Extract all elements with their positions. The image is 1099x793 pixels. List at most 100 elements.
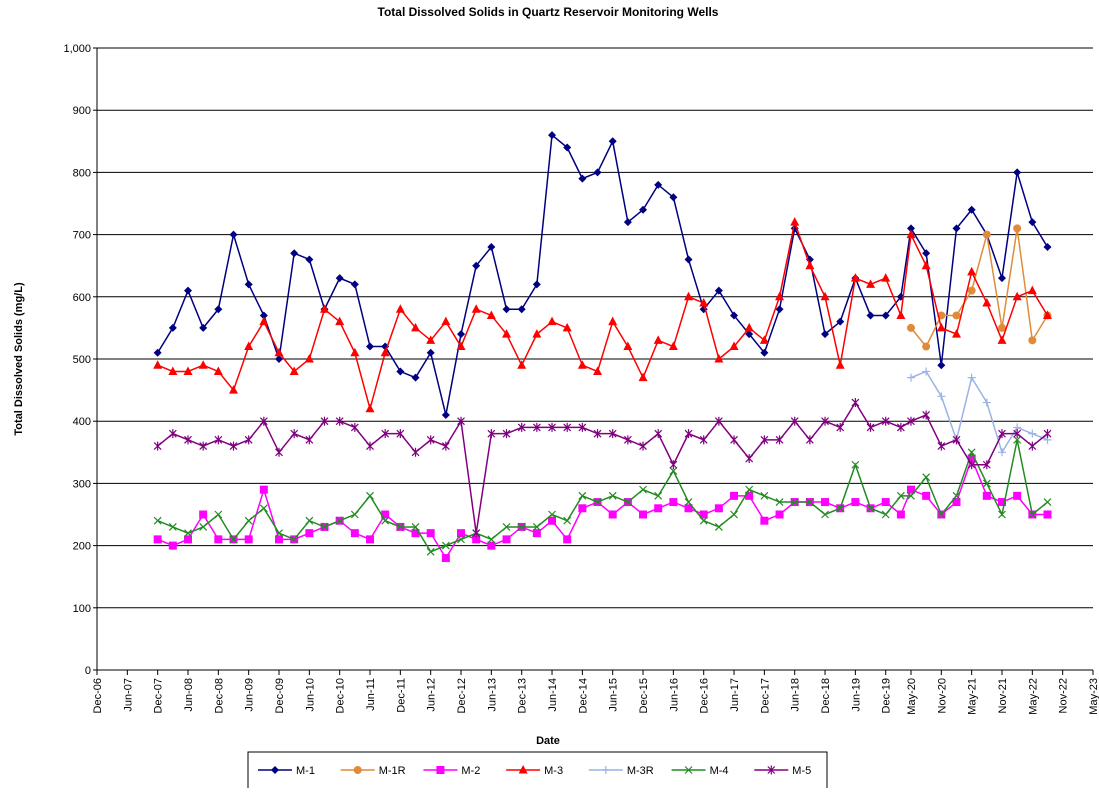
marker [320, 523, 329, 531]
marker [745, 485, 754, 494]
marker [608, 510, 617, 519]
legend-label: M-2 [461, 765, 480, 777]
y-tick-label: 200 [73, 541, 91, 553]
marker [684, 429, 693, 439]
x-tick-label: Jun-17 [729, 678, 741, 712]
marker [608, 491, 617, 500]
marker [456, 341, 466, 351]
x-tick-label: Jun-12 [426, 678, 438, 712]
marker [821, 416, 829, 426]
marker [426, 348, 435, 357]
marker [1043, 429, 1052, 439]
marker [441, 554, 450, 563]
marker [608, 137, 617, 146]
marker [168, 323, 177, 332]
marker [790, 498, 799, 506]
marker [997, 448, 1006, 457]
legend-label: M-3R [627, 765, 654, 777]
marker [518, 765, 528, 774]
marker [153, 516, 162, 525]
marker [214, 510, 223, 519]
x-tick-label: Jun-11 [365, 678, 377, 711]
marker [502, 329, 512, 338]
marker [745, 454, 754, 464]
marker [548, 510, 556, 519]
marker [967, 266, 977, 276]
x-tick-label: Jun-08 [183, 678, 195, 712]
marker [289, 366, 299, 375]
marker [835, 360, 845, 369]
y-tick-label: 1,000 [63, 43, 91, 55]
marker [922, 473, 931, 482]
marker [623, 341, 633, 351]
marker [922, 342, 931, 351]
marker [335, 416, 344, 426]
x-tick-label: Dec-13 [517, 678, 529, 713]
marker [153, 535, 162, 544]
marker [820, 291, 830, 301]
marker [563, 516, 572, 525]
marker [214, 535, 223, 544]
x-tick-label: May-22 [1027, 678, 1039, 715]
marker [684, 255, 693, 264]
marker [906, 485, 915, 494]
marker [184, 535, 193, 544]
marker [851, 398, 860, 408]
marker [487, 243, 496, 252]
marker [320, 416, 329, 426]
marker [532, 529, 541, 538]
marker [305, 529, 314, 538]
marker [639, 510, 648, 519]
x-tick-label: Jun-07 [122, 678, 134, 712]
marker [365, 403, 375, 413]
legend-label: M-1 [296, 765, 315, 777]
marker [952, 498, 961, 507]
marker [562, 322, 572, 332]
marker [214, 435, 223, 445]
marker [457, 529, 466, 538]
marker [937, 441, 946, 451]
marker [168, 429, 177, 439]
marker [457, 535, 465, 544]
marker [608, 316, 618, 326]
marker [381, 510, 390, 519]
marker [335, 316, 345, 326]
marker [1013, 168, 1022, 177]
y-tick-label: 0 [85, 665, 91, 677]
marker [866, 422, 875, 432]
marker [775, 291, 785, 301]
x-tick-label: Nov-21 [997, 678, 1009, 713]
marker [350, 422, 359, 432]
marker [836, 422, 845, 432]
marker [441, 541, 450, 550]
marker [502, 429, 511, 439]
marker [699, 516, 708, 525]
marker [881, 273, 891, 282]
marker [982, 230, 991, 239]
marker [790, 217, 800, 226]
marker [304, 354, 314, 363]
marker [487, 541, 496, 550]
marker [396, 429, 405, 439]
chart-title: Total Dissolved Solids in Quartz Reservo… [378, 5, 719, 19]
marker [229, 535, 238, 544]
series-line [910, 370, 1048, 455]
marker [441, 316, 451, 326]
x-tick-label: Jun-14 [547, 678, 559, 712]
marker [593, 168, 602, 177]
marker [805, 260, 815, 270]
marker [411, 322, 421, 332]
marker [244, 516, 253, 525]
marker [699, 298, 709, 307]
marker [745, 330, 754, 339]
series-line [157, 439, 1048, 553]
marker [653, 335, 663, 344]
marker [601, 766, 610, 774]
marker [684, 766, 693, 774]
marker [548, 516, 557, 525]
marker [952, 224, 961, 233]
marker [699, 510, 708, 519]
y-axis-title: Total Dissolved Solids (mg/L) [13, 282, 25, 436]
x-tick-label: May-20 [906, 678, 918, 715]
x-tick-label: May-23 [1088, 678, 1099, 715]
